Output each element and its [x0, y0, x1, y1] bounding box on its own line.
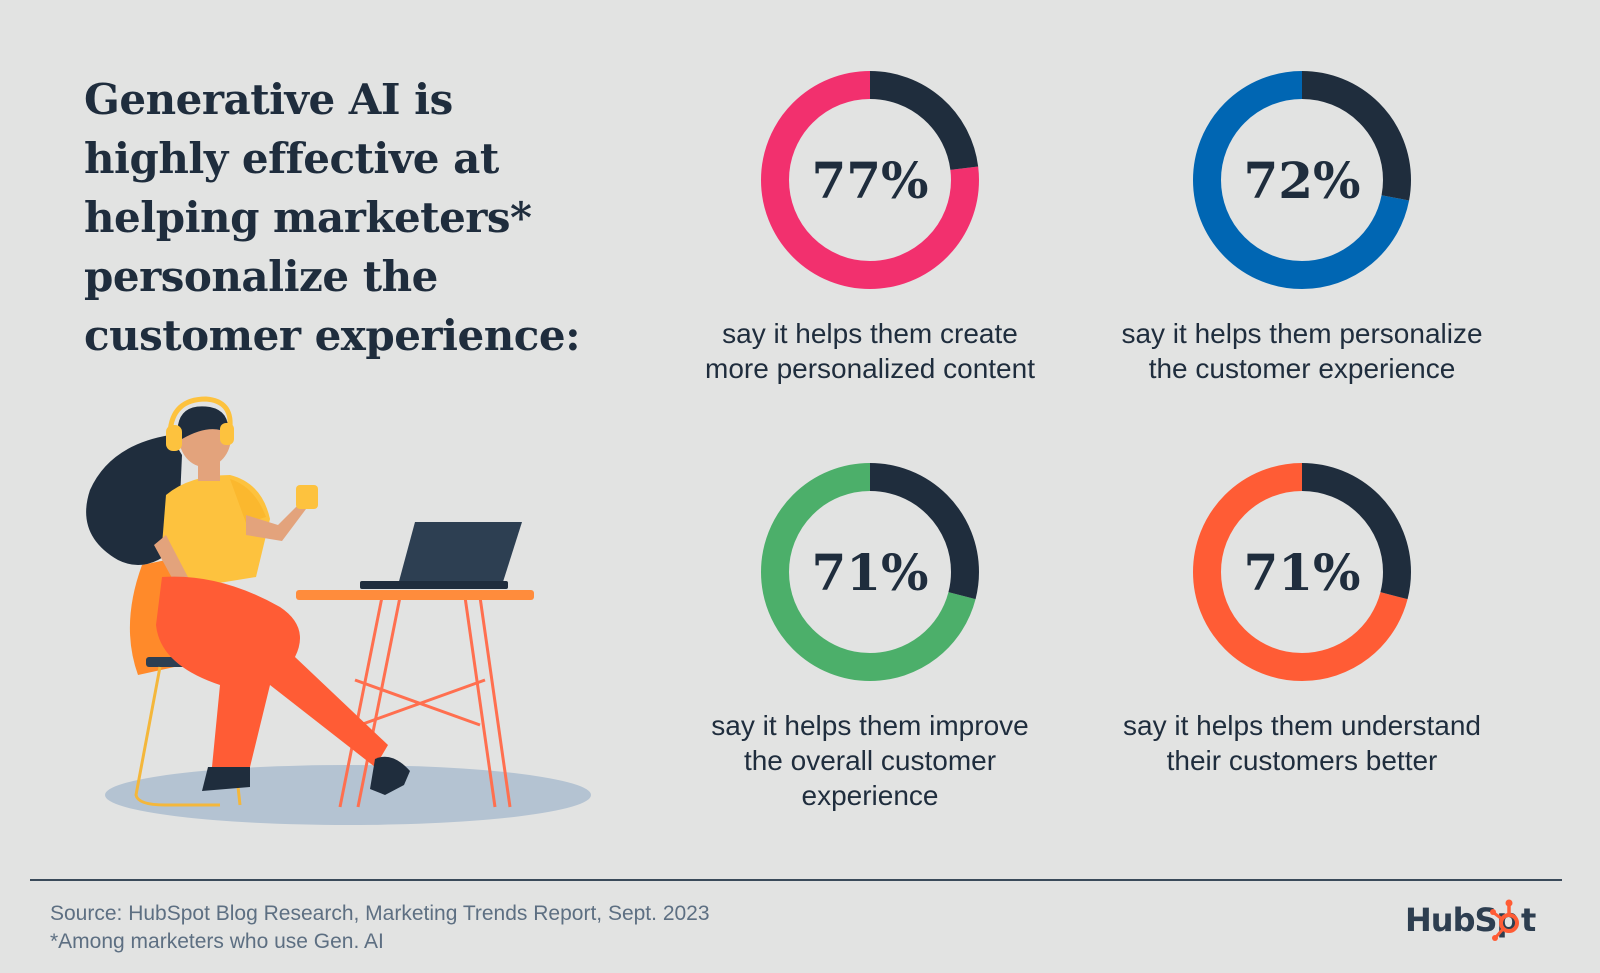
caption-line: experience [801, 780, 939, 811]
donut-value-label-2: 72% [1243, 151, 1360, 210]
stat-caption-4: say it helps them understand their custo… [1077, 708, 1527, 778]
footer-divider [30, 879, 1562, 881]
caption-line: say it helps them create [722, 318, 1018, 349]
stat-card-3: 71% say it helps them improve the overal… [645, 462, 1095, 813]
donut-remainder-2 [1193, 71, 1411, 289]
caption-line: more personalized content [705, 353, 1035, 384]
source-note: Source: HubSpot Blog Research, Marketing… [50, 902, 710, 925]
hubspot-logo: HubSp t [1405, 899, 1537, 941]
caption-line: the overall customer [743, 745, 997, 776]
donut-chart-4: 71% [1193, 463, 1411, 681]
logo-text-right: t [1521, 901, 1536, 939]
stat-caption-2: say it helps them personalize the custom… [1077, 316, 1527, 386]
stat-card-1: 77% say it helps them create more person… [645, 70, 1095, 386]
donut-value-label-1: 77% [811, 151, 928, 210]
donut-remainder-3 [761, 463, 979, 681]
donut-chart-2: 72% [1193, 71, 1411, 289]
stat-caption-3: say it helps them improve the overall cu… [645, 708, 1095, 813]
stat-caption-1: say it helps them create more personaliz… [645, 316, 1095, 386]
sprocket-icon [1490, 899, 1519, 941]
caption-line: say it helps them improve [711, 710, 1029, 741]
donut-chart-3: 71% [761, 463, 979, 681]
caption-line: say it helps them understand [1123, 710, 1481, 741]
donut-value-label-4: 71% [1243, 543, 1360, 602]
caption-line: their customers better [1166, 745, 1438, 776]
footer: Source: HubSpot Blog Research, Marketing… [50, 900, 710, 956]
donut-remainder-1 [761, 71, 979, 289]
caption-line: the customer experience [1148, 353, 1456, 384]
stat-card-4: 71% say it helps them understand their c… [1077, 462, 1527, 778]
donut-value-label-3: 71% [811, 543, 928, 602]
donut-chart-1: 77% [761, 71, 979, 289]
headline: Generative AI is highly effective at hel… [84, 75, 581, 360]
woman-with-laptop-illustration [86, 396, 591, 825]
stat-card-2: 72% say it helps them personalize the cu… [1077, 70, 1527, 386]
footnote: *Among marketers who use Gen. AI [50, 930, 384, 953]
donut-remainder-4 [1193, 463, 1411, 681]
caption-line: say it helps them personalize [1121, 318, 1483, 349]
